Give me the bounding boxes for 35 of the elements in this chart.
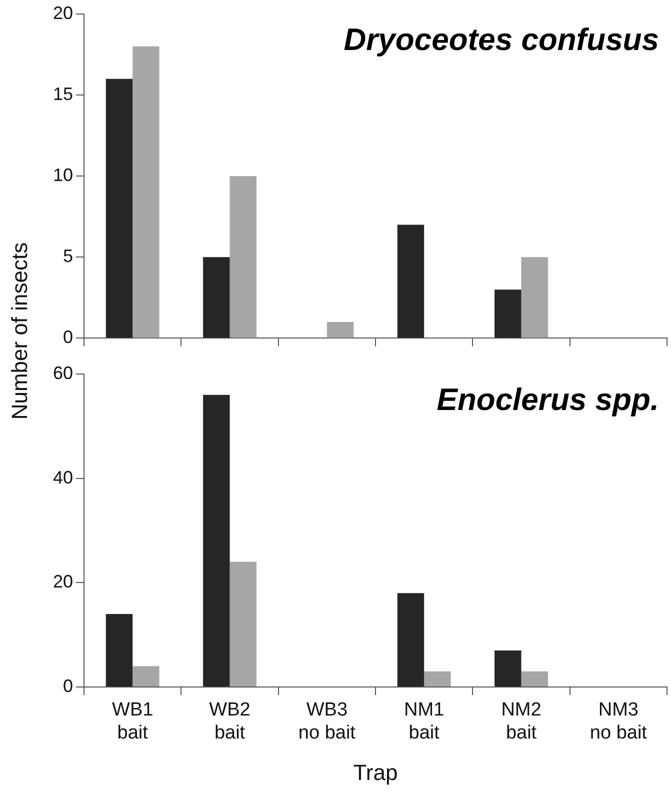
bar [521,671,548,686]
x-tick-label: WB2 bait [209,700,250,744]
bar [132,46,160,338]
bar [397,224,424,338]
y-tick-label: 10 [52,165,74,186]
chart-title: Dryoceotes confusus [344,22,659,58]
x-tick-label: NM3 no bait [590,700,648,744]
y-tick-label: 60 [52,362,74,383]
chart-title: Enoclerus spp. [436,382,659,418]
bar [521,257,548,338]
x-tick-label: WB1 bait [112,700,154,744]
bar [326,322,354,338]
bar [203,394,230,686]
bar [230,562,256,686]
y-tick-label: 40 [52,467,74,488]
y-tick-label: 15 [52,84,74,104]
y-tick-label: 5 [63,246,74,266]
x-tick-label: WB3 no bait [298,700,356,744]
y-tick-label: 0 [63,676,74,696]
bar [132,666,160,686]
bar [106,78,133,338]
x-tick-label: NM1 bait [404,700,444,744]
bar [230,176,256,338]
y-axis-title: Number of insects [7,241,33,422]
x-axis-title: Trap [353,760,398,785]
y-tick-label: 20 [52,572,74,592]
bar [106,614,133,686]
bar [203,257,230,338]
y-tick-label: 20 [52,2,74,23]
bar [397,593,424,686]
x-tick-label: NM2 bait [501,700,542,744]
bar [494,290,522,338]
bar [494,650,522,686]
y-tick-label: 0 [63,327,74,348]
bar [424,671,451,686]
